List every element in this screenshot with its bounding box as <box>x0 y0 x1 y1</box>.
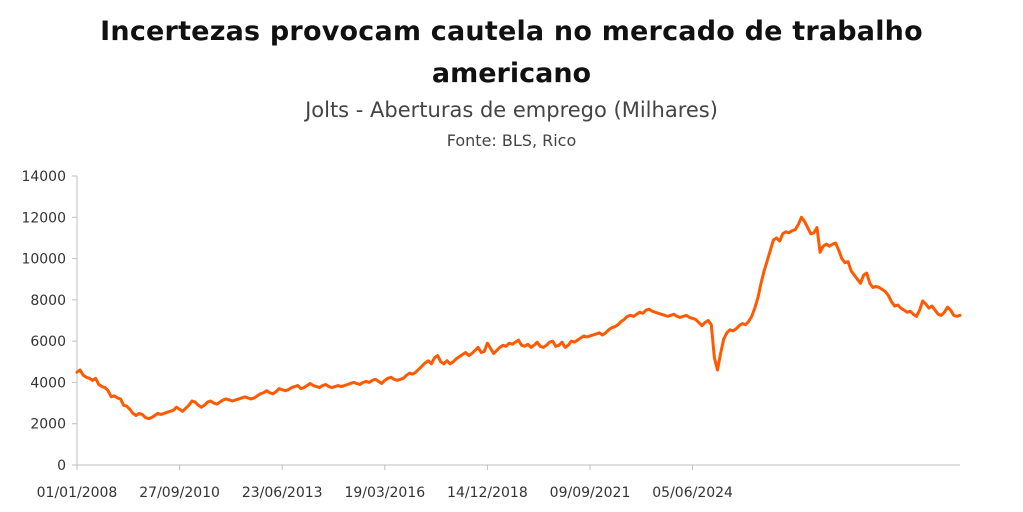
x-tick-label: 09/09/2021 <box>550 485 631 501</box>
x-axis: 01/01/2008 27/09/2010 23/06/2013 19/03/2016… <box>37 464 960 501</box>
y-tick-label: 2000 <box>30 417 66 433</box>
y-tick-label: 0 <box>57 458 66 474</box>
y-tick-label: 8000 <box>30 293 66 309</box>
y-axis: 0 2000 4000 6000 8000 10000 12000 14000 <box>21 169 78 474</box>
x-tick-label: 19/03/2016 <box>344 485 425 501</box>
x-tick-label: 05/06/2024 <box>652 485 733 501</box>
chart-title-line-2: americano <box>431 58 592 89</box>
series-group <box>75 215 962 421</box>
y-tick-label: 12000 <box>21 210 66 226</box>
x-tick-label: 01/01/2008 <box>37 485 118 501</box>
chart-title-line-1: Incertezas provocam cautela no mercado d… <box>100 16 923 47</box>
y-tick-label: 10000 <box>21 252 66 268</box>
y-tick-label: 14000 <box>21 169 66 185</box>
series-line <box>75 215 962 421</box>
chart-source: Fonte: BLS, Rico <box>446 131 577 150</box>
chart-subtitle: Jolts - Aberturas de emprego (Milhares) <box>305 98 718 122</box>
x-tick-label: 14/12/2018 <box>447 485 528 501</box>
x-tick-label: 27/09/2010 <box>139 485 220 501</box>
x-tick-label: 23/06/2013 <box>242 485 323 501</box>
y-tick-label: 4000 <box>30 375 66 391</box>
y-tick-label: 6000 <box>30 334 66 350</box>
